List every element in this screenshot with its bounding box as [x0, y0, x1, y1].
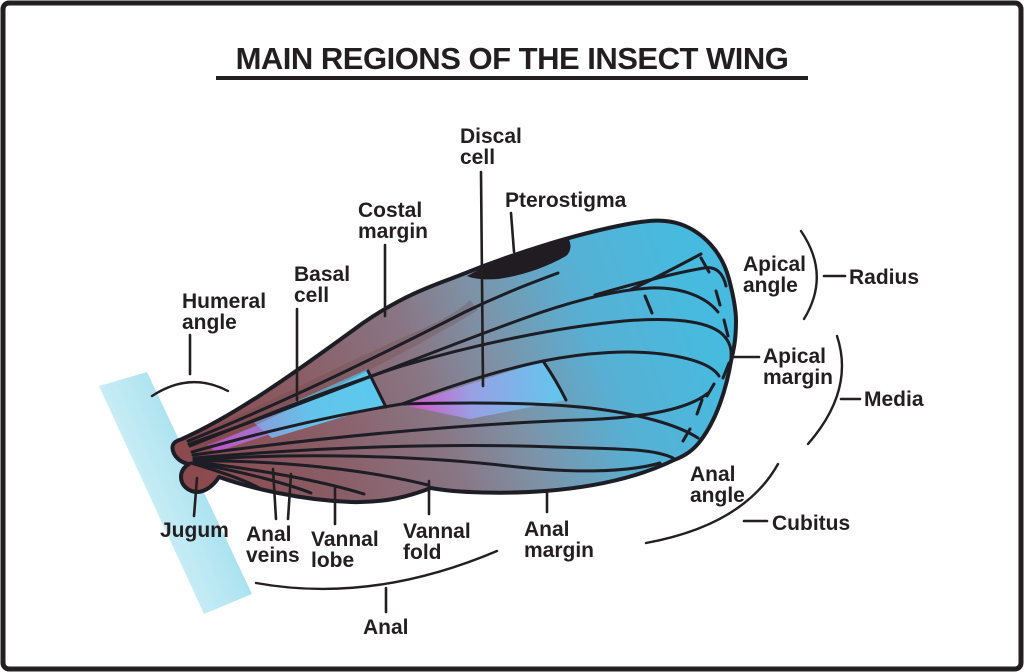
- label-cubitus: Cubitus: [644, 462, 850, 545]
- label-apical-angle: Apical angle: [743, 253, 806, 297]
- label-anal-angle: Anal angle: [690, 463, 745, 507]
- radius-bracket-arc: [799, 229, 818, 321]
- media-bracket-arc: [806, 334, 844, 446]
- label-costal-margin: Costal margin: [358, 199, 428, 318]
- anal-bracket-arc: [254, 549, 499, 591]
- vannal-fold-label-line2: fold: [403, 541, 441, 564]
- apical-angle-label-line2: angle: [743, 274, 798, 297]
- radius-label: Radius: [849, 266, 919, 289]
- jugum-label: Jugum: [160, 519, 229, 542]
- discal-cell-label-line2: cell: [460, 146, 495, 169]
- vannal-lobe-label-line1: Vannal: [311, 528, 379, 551]
- label-vannal-fold: Vannal fold: [403, 479, 471, 564]
- costal-margin-label-line1: Costal: [358, 199, 422, 222]
- pterostigma-label: Pterostigma: [505, 189, 627, 212]
- anal-veins-label-line2: veins: [246, 544, 300, 567]
- basal-cell-highlight: [252, 369, 386, 438]
- pterostigma-pointer-line: [509, 211, 516, 254]
- cubitus-bracket-arc: [644, 462, 780, 545]
- label-pterostigma: Pterostigma: [505, 189, 627, 254]
- anal-veins-pointer-line-2: [286, 472, 293, 521]
- humeral-angle-arc: [150, 381, 230, 398]
- body-band: [99, 372, 252, 614]
- label-discal-cell: Discal cell: [460, 125, 522, 388]
- anal-margin-label-line1: Anal: [524, 518, 570, 541]
- anal-margin-label-line2: margin: [524, 539, 594, 562]
- wing-veins: [186, 252, 733, 496]
- label-radius: Radius: [799, 229, 919, 321]
- discal-cell-pointer-line: [479, 170, 485, 388]
- anal-veins-label-line1: Anal: [246, 523, 292, 546]
- humeral-angle-label-line2: angle: [182, 311, 237, 334]
- label-anal-veins: Anal veins: [246, 467, 300, 567]
- label-anal-margin: Anal margin: [524, 490, 594, 562]
- label-vannal-lobe: Vannal lobe: [311, 486, 379, 572]
- label-jugum: Jugum: [160, 476, 229, 542]
- costal-bundle-shade: [186, 300, 478, 452]
- basal-cell-label-line2: cell: [294, 284, 329, 307]
- discal-cell-label-line1: Discal: [460, 125, 522, 148]
- wing-illustration: [170, 218, 738, 505]
- label-anal: Anal: [254, 549, 499, 639]
- label-basal-cell: Basal cell: [294, 263, 350, 402]
- pterostigma-patch: [467, 238, 571, 280]
- anal-veins-pointer-line-1: [271, 467, 278, 521]
- label-apical-margin: Apical margin: [732, 345, 833, 389]
- label-humeral-angle: Humeral angle: [150, 290, 266, 398]
- apical-margin-label-line2: margin: [763, 366, 833, 389]
- cubitus-label: Cubitus: [772, 512, 850, 535]
- apical-margin-label-line1: Apical: [763, 345, 826, 368]
- anal-angle-label-line1: Anal: [690, 463, 736, 486]
- humeral-angle-label-line1: Humeral: [182, 290, 266, 313]
- basal-cell-label-line1: Basal: [294, 263, 350, 286]
- title-underline: [216, 76, 808, 80]
- anal-label: Anal: [363, 616, 409, 639]
- anal-angle-label-line2: angle: [690, 484, 745, 507]
- costal-margin-label-line2: margin: [358, 220, 428, 243]
- vannal-fold-label-line1: Vannal: [403, 520, 471, 543]
- jugum-pointer-line: [192, 476, 199, 518]
- media-label: Media: [864, 388, 924, 411]
- vannal-lobe-label-line2: lobe: [311, 549, 354, 572]
- page-title: MAIN REGIONS OF THE INSECT WING: [236, 41, 789, 76]
- apical-angle-label-line1: Apical: [743, 253, 806, 276]
- label-media: Media: [806, 334, 924, 446]
